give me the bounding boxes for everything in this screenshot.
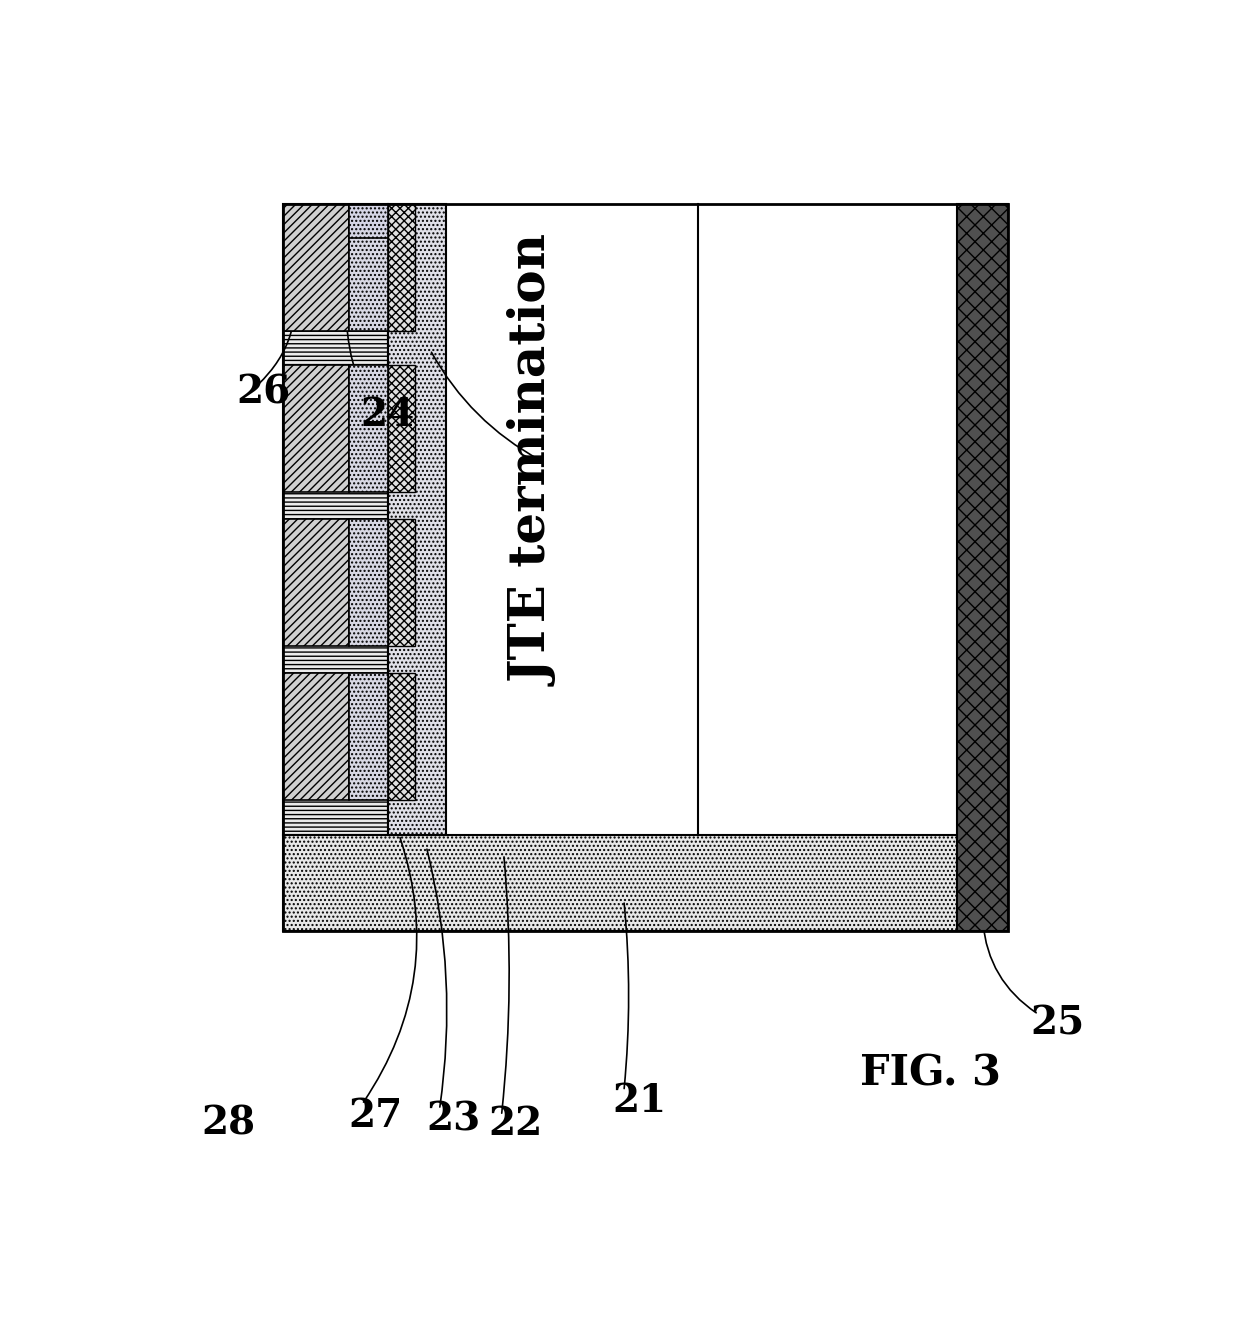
Bar xyxy=(283,835,957,931)
Text: 21: 21 xyxy=(613,1081,666,1120)
Bar xyxy=(387,520,414,646)
Bar xyxy=(957,204,1007,931)
Bar xyxy=(348,365,387,493)
Text: 26: 26 xyxy=(237,373,290,411)
Bar xyxy=(283,204,387,835)
Bar xyxy=(348,204,387,238)
Bar xyxy=(445,204,957,835)
Bar xyxy=(283,204,1007,931)
Text: 23: 23 xyxy=(427,1101,481,1139)
Text: FIG. 3: FIG. 3 xyxy=(859,1052,1001,1095)
Bar xyxy=(387,204,414,330)
Bar xyxy=(348,204,387,330)
Text: 25: 25 xyxy=(1030,1005,1085,1042)
Bar xyxy=(283,673,348,800)
Bar xyxy=(348,673,387,800)
Bar xyxy=(387,673,414,800)
Text: JTE termination: JTE termination xyxy=(510,236,559,686)
Bar xyxy=(387,204,445,835)
Text: 24: 24 xyxy=(361,396,414,434)
Text: 22: 22 xyxy=(489,1105,543,1143)
Bar xyxy=(387,365,414,493)
Bar xyxy=(283,365,348,493)
Text: 27: 27 xyxy=(348,1097,403,1135)
Bar xyxy=(283,204,348,330)
Bar xyxy=(283,520,348,646)
Text: 28: 28 xyxy=(201,1105,255,1143)
Bar xyxy=(348,520,387,646)
